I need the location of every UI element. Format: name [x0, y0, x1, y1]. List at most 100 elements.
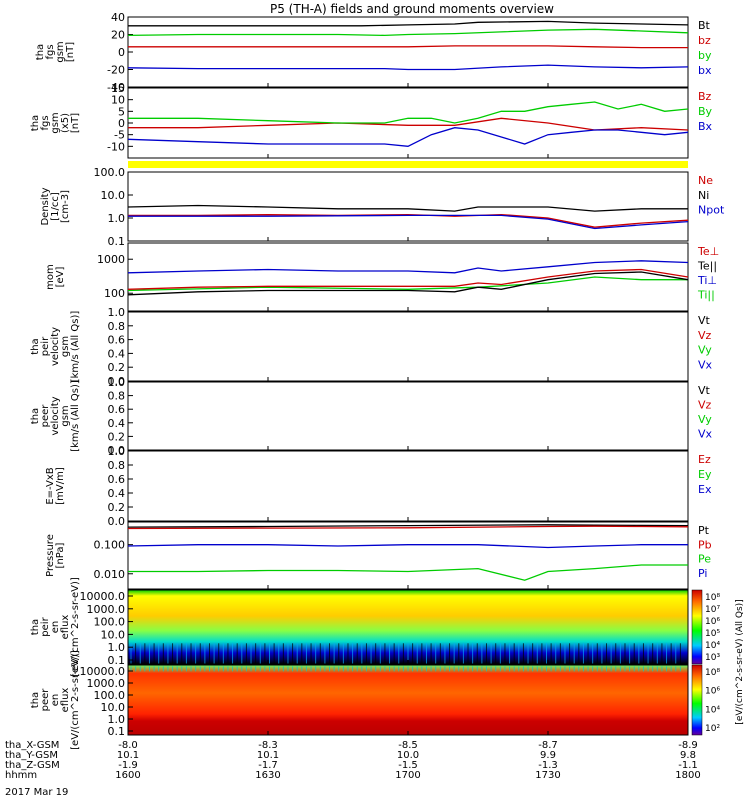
y-tick-label: 20 — [111, 29, 125, 42]
heatmap-field — [128, 665, 688, 735]
colorbar-label: [eV/(cm^2-s-sr-eV) (All Qs)] — [735, 599, 745, 724]
y-axis-label: peer — [40, 688, 51, 712]
y-axis-label: [eV/(cm^2-s-sr-eV)] — [70, 650, 81, 750]
y-tick-label: 100.0 — [94, 166, 126, 179]
y-tick-label: 1.0 — [108, 641, 126, 654]
y-axis-label: gsm — [55, 41, 66, 62]
figure-title: P5 (TH-A) fields and ground moments over… — [270, 2, 554, 16]
colorbar-tick-label: 10⁴ — [705, 705, 720, 715]
y-tick-label: 0 — [118, 117, 125, 130]
y-tick-label: -20 — [107, 64, 125, 77]
y-tick-label: 0.4 — [108, 347, 126, 360]
y-axis-label: (x5) — [60, 113, 71, 133]
xaxis-tick-label: 10.1 — [117, 750, 139, 761]
y-tick-label: 0.1 — [108, 654, 126, 667]
colorbar-tick-label: 10² — [705, 724, 720, 734]
legend-vz: Vz — [698, 399, 712, 412]
panel-1: 40 20 0 -20 -40 tha fgs gsm [nT] Bt bz by bx — [35, 11, 712, 94]
legend-vz: Vz — [698, 329, 712, 342]
xaxis-tick-label: -1.5 — [398, 760, 418, 771]
y-tick-label: 0.8 — [108, 459, 126, 472]
y-axis-label: [cm-3] — [60, 190, 71, 223]
xaxis-tick-label: -8.9 — [678, 740, 698, 751]
y-tick-label: 0.0 — [108, 375, 126, 388]
panel-3: 100.0 10.0 1.0 0.1 Density [1/cc] [cm-3] Ne Ni Np… — [40, 166, 725, 248]
y-axis-label: Pressure — [45, 534, 56, 577]
legend-pi: Pi — [698, 567, 707, 580]
legend-ti: Ti⊥ — [697, 274, 717, 287]
y-axis-label: fgs — [45, 44, 56, 59]
series-line-bx — [127, 64, 689, 71]
y-axis-label: peir — [40, 616, 51, 636]
legend-vy: Vy — [698, 413, 712, 426]
y-axis-label: fgs — [40, 115, 51, 130]
y-tick-label: 10000.0 — [80, 665, 126, 678]
legend-vx: Vx — [698, 428, 713, 441]
y-axis-label: eflux — [60, 615, 71, 640]
series-line-ni — [127, 204, 688, 212]
y-axis-label: [nT] — [65, 42, 76, 62]
y-axis-label: tha — [30, 115, 41, 131]
y-tick-label: 0.4 — [108, 487, 126, 500]
legend-ex: Ex — [698, 483, 712, 496]
y-axis-label: gsm — [60, 336, 71, 357]
panel-frame — [127, 381, 689, 451]
series-line-by — [128, 101, 689, 124]
y-axis-label: [1/cc] — [50, 192, 61, 221]
series-line-ti — [127, 276, 688, 292]
y-axis-label: peir — [40, 336, 51, 356]
y-axis-label: [km/s (All Qs)] — [70, 380, 81, 452]
legend-ne: Ne — [698, 174, 713, 187]
legend-vt: Vt — [698, 384, 711, 397]
y-tick-label: 0.2 — [108, 501, 126, 514]
y-tick-label: 0.6 — [108, 334, 126, 347]
y-tick-label: 1.0 — [108, 445, 126, 458]
legend-bz: Bz — [698, 90, 712, 103]
legend-ey: Ey — [698, 468, 712, 481]
colorbar-tick-label: 10³ — [705, 653, 720, 663]
colorbar-tick-label: 10⁸ — [705, 593, 720, 603]
colorbar-tick-label: 10⁶ — [705, 617, 720, 627]
xaxis-tick-label: 1800 — [675, 770, 700, 781]
legend-te: Te|| — [697, 260, 717, 273]
xaxis-row-label: tha_X-GSM — [5, 740, 59, 751]
xaxis-row-label: hhmm — [5, 770, 37, 781]
y-tick-label: 1.0 — [108, 212, 126, 225]
y-axis-label: peer — [40, 404, 51, 428]
legend-ti: Ti|| — [697, 289, 715, 302]
y-tick-label: 5 — [118, 105, 125, 118]
legend-pt: Pt — [698, 524, 710, 537]
y-axis-label: velocity — [50, 327, 61, 366]
y-axis-label: [km/s (All Qs)] — [70, 311, 81, 383]
legend-te: Te⊥ — [697, 245, 719, 258]
y-tick-label: 0.8 — [108, 390, 126, 403]
y-axis-label: velocity — [50, 396, 61, 435]
legend-npot: Npot — [698, 204, 725, 217]
xaxis-row-label: tha_Y-GSM — [5, 750, 58, 761]
legend-bx: bx — [698, 64, 712, 77]
colorbar-tick-label: 10⁶ — [705, 687, 720, 697]
y-tick-label: -5 — [114, 129, 125, 142]
y-tick-label: 1000 — [97, 253, 125, 266]
y-axis-label: eflux — [60, 688, 71, 713]
y-tick-label: 0.6 — [108, 403, 126, 416]
panel-frame — [127, 311, 689, 382]
y-tick-label: 1000.0 — [87, 677, 126, 690]
y-tick-label: 1.0 — [108, 376, 126, 389]
colorbar-tick-label: 10⁴ — [705, 641, 720, 651]
xaxis-tick-label: 10.1 — [257, 750, 279, 761]
xaxis-tick-label: -8.5 — [398, 740, 418, 751]
panel-frame — [127, 171, 689, 242]
quality-flag-bar — [128, 161, 688, 168]
y-tick-label: 10.0 — [101, 701, 126, 714]
y-tick-label: 0.100 — [94, 539, 126, 552]
y-tick-label: 1.0 — [108, 713, 126, 726]
series-line-npot — [128, 214, 689, 230]
series-line-by — [127, 28, 689, 37]
y-tick-label: 40 — [111, 11, 125, 24]
legend-ez: Ez — [698, 453, 711, 466]
colorbar-2 — [691, 664, 703, 736]
